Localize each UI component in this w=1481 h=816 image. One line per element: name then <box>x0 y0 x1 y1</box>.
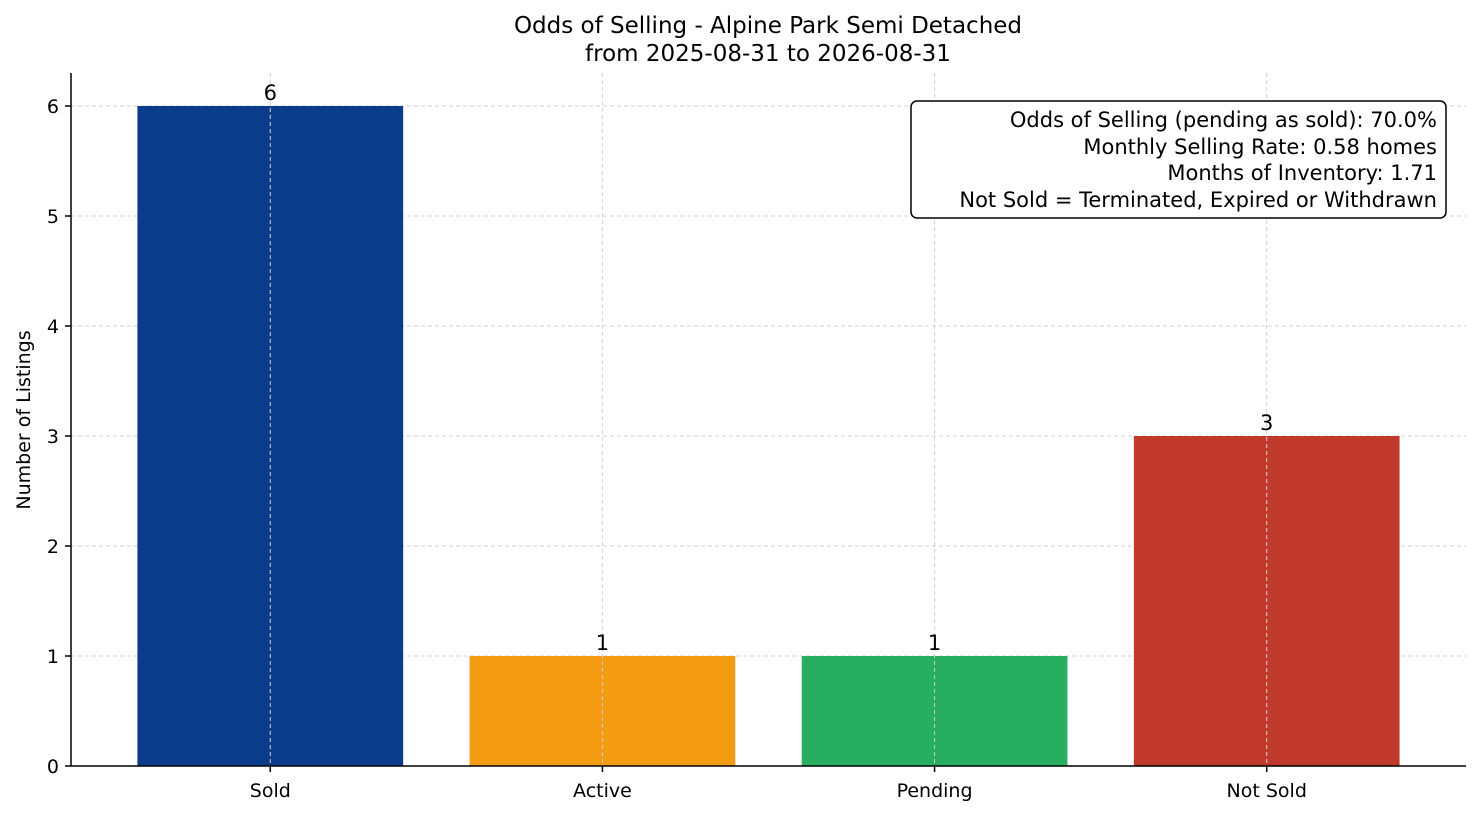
annotation-odds-of-selling: Odds of Selling (pending as sold): 70.0% <box>1010 108 1437 132</box>
chart-title: Odds of Selling - Alpine Park Semi Detac… <box>514 13 1022 39</box>
annotation-not-sold-definition: Not Sold = Terminated, Expired or Withdr… <box>959 188 1437 212</box>
y-tick-label: 5 <box>47 206 59 228</box>
annotation-box: Odds of Selling (pending as sold): 70.0%… <box>910 100 1447 219</box>
bar-value-label: 3 <box>1260 411 1273 435</box>
x-tick-label: Not Sold <box>1227 780 1307 802</box>
bar-value-label: 1 <box>596 631 609 655</box>
chart-subtitle: from 2025-08-31 to 2026-08-31 <box>585 41 951 67</box>
y-tick-label: 3 <box>47 426 59 448</box>
x-tick-label: Pending <box>897 780 973 802</box>
x-tick-label: Active <box>573 780 632 802</box>
data-labels-layer: 6 1 1 3 <box>264 81 1274 655</box>
y-tick-label: 2 <box>47 536 59 558</box>
y-tick-label: 4 <box>47 316 59 338</box>
axes-layer: 0 1 2 3 4 5 6 Sold Active Pending Not Sold <box>47 73 1466 802</box>
bar-sold <box>137 106 404 766</box>
y-tick-label: 0 <box>47 756 59 778</box>
annotation-monthly-selling-rate: Monthly Selling Rate: 0.58 homes <box>1083 135 1437 159</box>
y-axis-label: Number of Listings <box>13 330 35 509</box>
bar-value-label: 6 <box>264 81 277 105</box>
annotation-frame <box>910 100 1447 219</box>
bar-value-label: 1 <box>928 631 941 655</box>
y-tick-label: 6 <box>47 96 59 118</box>
y-tick-label: 1 <box>47 646 59 668</box>
x-tick-label: Sold <box>250 780 291 802</box>
annotation-months-of-inventory: Months of Inventory: 1.71 <box>1167 161 1437 185</box>
